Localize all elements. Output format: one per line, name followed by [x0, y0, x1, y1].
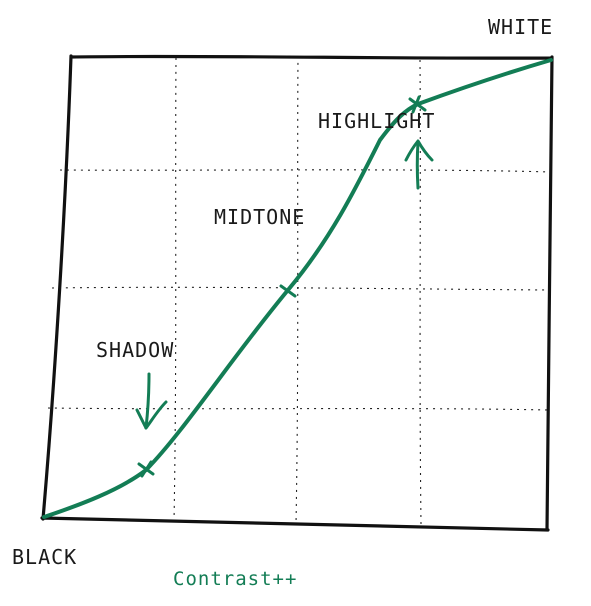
midtone-label: MIDTONE — [214, 205, 305, 229]
grid-line-vertical-1 — [173, 57, 177, 523]
shadow-control-point — [137, 460, 155, 478]
grid — [47, 55, 553, 525]
caption-label: Contrast++ — [173, 568, 297, 590]
graph-frame — [40, 54, 554, 532]
highlight-up-arrow-icon — [404, 139, 434, 190]
shadow-label: SHADOW — [96, 338, 174, 362]
shadow-down-arrow-icon — [135, 372, 168, 430]
grid-line-horizontal-1 — [59, 169, 553, 173]
grid-line-vertical-2 — [295, 55, 299, 525]
grid-line-horizontal-3 — [47, 407, 549, 411]
highlight-control-point — [408, 95, 427, 114]
highlight-label: HIGHLIGHT — [318, 109, 435, 133]
white-label: WHITE — [488, 15, 553, 39]
grid-line-horizontal-2 — [51, 286, 551, 291]
black-label: BLACK — [12, 545, 77, 569]
midtone-control-point — [279, 284, 297, 298]
